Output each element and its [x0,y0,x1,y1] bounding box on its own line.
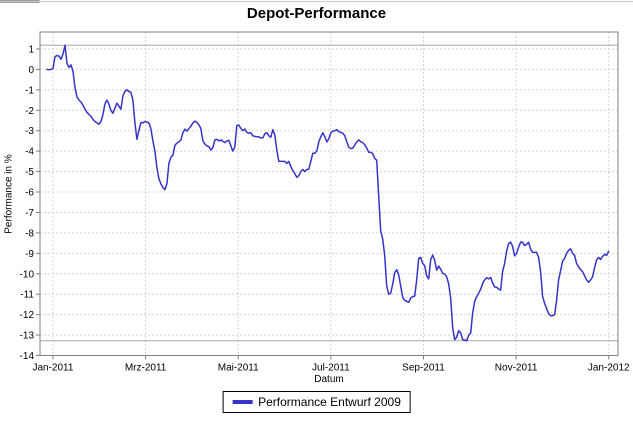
y-tick-label: -13 [20,331,35,342]
y-tick-label: -3 [25,126,34,137]
y-tick-label: 1 [28,44,34,55]
x-axis-title: Datum [314,374,344,385]
y-tick-label: 0 [28,65,34,76]
y-tick-label: -8 [25,228,34,239]
y-tick-label: -9 [25,249,34,260]
y-axis-title: Performance in % [3,154,15,234]
x-tick-label: Jan-2011 [32,363,73,374]
y-tick-label: -10 [20,269,35,280]
x-tick-label: Nov-2011 [495,363,538,374]
chart-title: Depot-Performance [246,5,387,22]
x-tick-label: Jan-2012 [588,363,630,374]
plot-border [39,31,619,356]
y-tick-label: -7 [25,208,34,219]
y-tick-label: -1 [25,85,34,96]
x-tick-label: Mrz-2011 [125,363,167,374]
legend-box: Performance Entwurf 2009 [222,391,411,413]
y-tick-label: -14 [20,351,35,362]
performance-line [46,44,610,342]
legend-label: Performance Entwurf 2009 [258,395,401,409]
x-tick-label: Mai-2011 [218,363,259,374]
window-edge-line [0,1,633,2]
x-tick-label: Jul-2011 [312,363,350,374]
legend-line-swatch [232,400,253,404]
y-tick-label: -12 [20,310,35,321]
y-tick-label: -5 [25,167,34,178]
y-tick-label: -2 [25,106,34,117]
y-tick-label: -6 [25,188,34,199]
x-tick-label: Sep-2011 [402,363,445,374]
y-tick-label: -11 [20,290,34,301]
y-tick-label: -4 [25,147,34,158]
